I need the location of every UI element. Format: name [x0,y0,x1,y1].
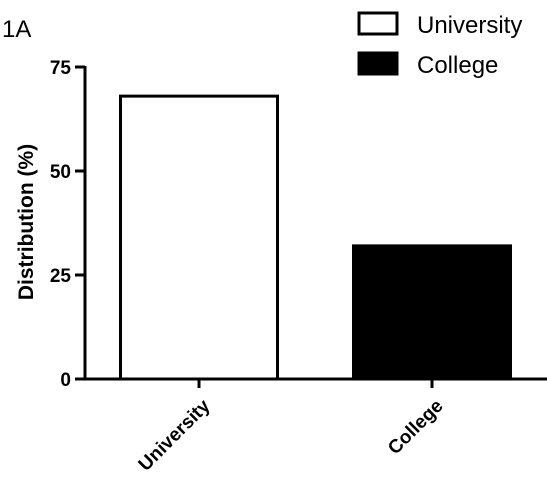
x-axis: University College [84,377,547,476]
legend-swatch [357,11,399,36]
bar-college [352,244,512,381]
y-tick-label: 50 [50,162,71,183]
panel-label: 1A [2,16,31,43]
x-tick-label: University [135,395,215,475]
bar-university [119,94,279,381]
legend-swatch [357,51,399,76]
y-tick-label: 25 [50,266,72,287]
y-tick-label: 0 [60,370,71,391]
y-axis: 0 25 50 75 [50,58,87,391]
legend-label: College [417,52,498,79]
legend-label: University [417,12,522,39]
bars [119,94,512,381]
y-tick-label: 75 [50,58,72,79]
y-axis-title: Distribution (%) [15,144,38,300]
x-tick-label: College [384,396,447,459]
legend: University College [357,11,522,79]
